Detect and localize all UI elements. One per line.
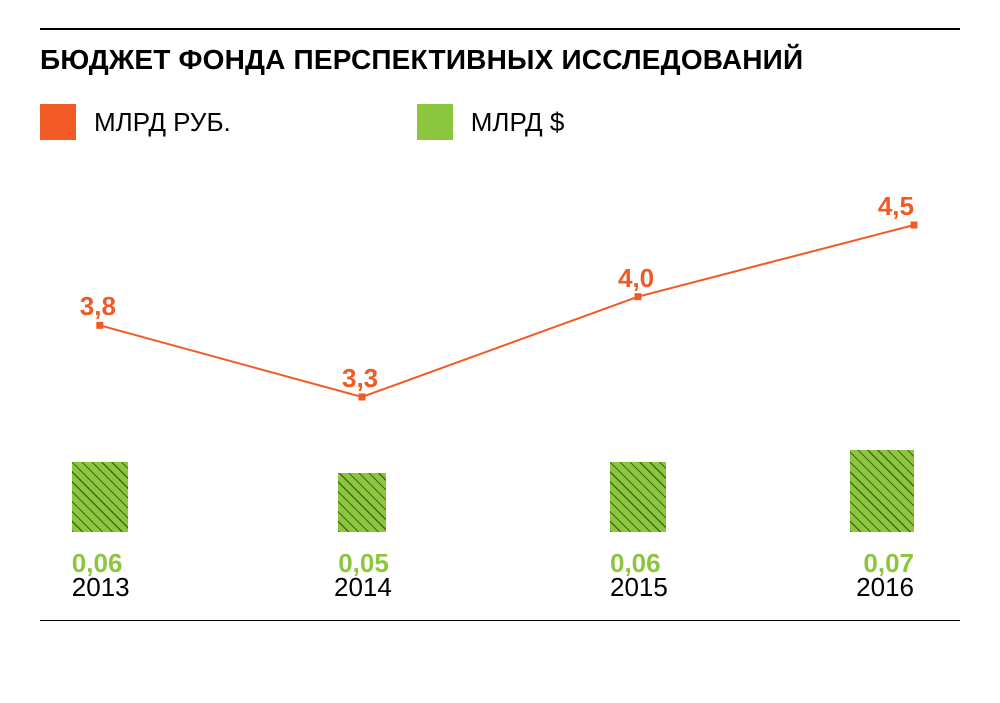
line-value-label: 3,8 xyxy=(80,291,116,322)
legend-label-rub: МЛРД РУБ. xyxy=(94,107,231,138)
line-marker xyxy=(359,394,366,401)
plot-area: 0,060,050,060,073,83,34,04,5 xyxy=(40,152,960,532)
line-value-label: 4,0 xyxy=(618,263,654,294)
bar xyxy=(72,462,128,532)
chart-container: БЮДЖЕТ ФОНДА ПЕРСПЕКТИВНЫХ ИССЛЕДОВАНИЙ … xyxy=(0,0,1000,703)
line-marker xyxy=(911,222,918,229)
x-axis-label: 2013 xyxy=(72,572,130,603)
bar xyxy=(610,462,666,532)
bar xyxy=(850,450,914,532)
line-chart xyxy=(40,152,960,532)
x-axis-label: 2014 xyxy=(334,572,392,603)
legend: МЛРД РУБ. МЛРД $ xyxy=(40,104,960,140)
legend-swatch-usd xyxy=(417,104,453,140)
line-marker xyxy=(635,293,642,300)
x-axis-label: 2016 xyxy=(856,572,914,603)
bar xyxy=(338,473,386,532)
line-marker xyxy=(96,322,103,329)
line-value-label: 4,5 xyxy=(878,191,914,222)
bottom-rule xyxy=(40,620,960,621)
x-axis: 2013 2014 2015 2016 xyxy=(40,572,960,620)
top-rule xyxy=(40,28,960,30)
line-value-label: 3,3 xyxy=(342,363,378,394)
legend-label-usd: МЛРД $ xyxy=(471,107,565,138)
line-path xyxy=(100,225,914,397)
legend-swatch-rub xyxy=(40,104,76,140)
chart-title: БЮДЖЕТ ФОНДА ПЕРСПЕКТИВНЫХ ИССЛЕДОВАНИЙ xyxy=(40,44,960,76)
x-axis-label: 2015 xyxy=(610,572,668,603)
